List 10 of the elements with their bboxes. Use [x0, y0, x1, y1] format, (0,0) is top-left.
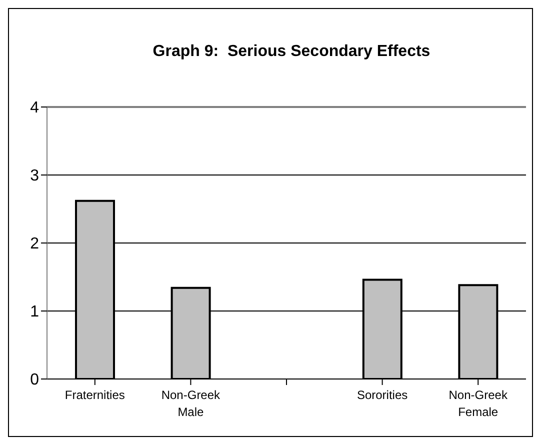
y-tick-label: 2 [30, 236, 40, 253]
y-tick-label: 1 [30, 304, 40, 321]
x-tick-label: Non-Greek Male [161, 388, 222, 419]
y-tick-label: 3 [30, 168, 40, 185]
y-tick-label: 4 [30, 100, 40, 117]
x-tick-label: Sororities [356, 388, 408, 402]
chart-title: Graph 9: Serious Secondary Effects [152, 43, 432, 61]
y-tick-label: 0 [30, 372, 40, 389]
x-tick-label: Fraternities [64, 388, 125, 402]
x-tick-label: Non-Greek Female [448, 388, 508, 419]
